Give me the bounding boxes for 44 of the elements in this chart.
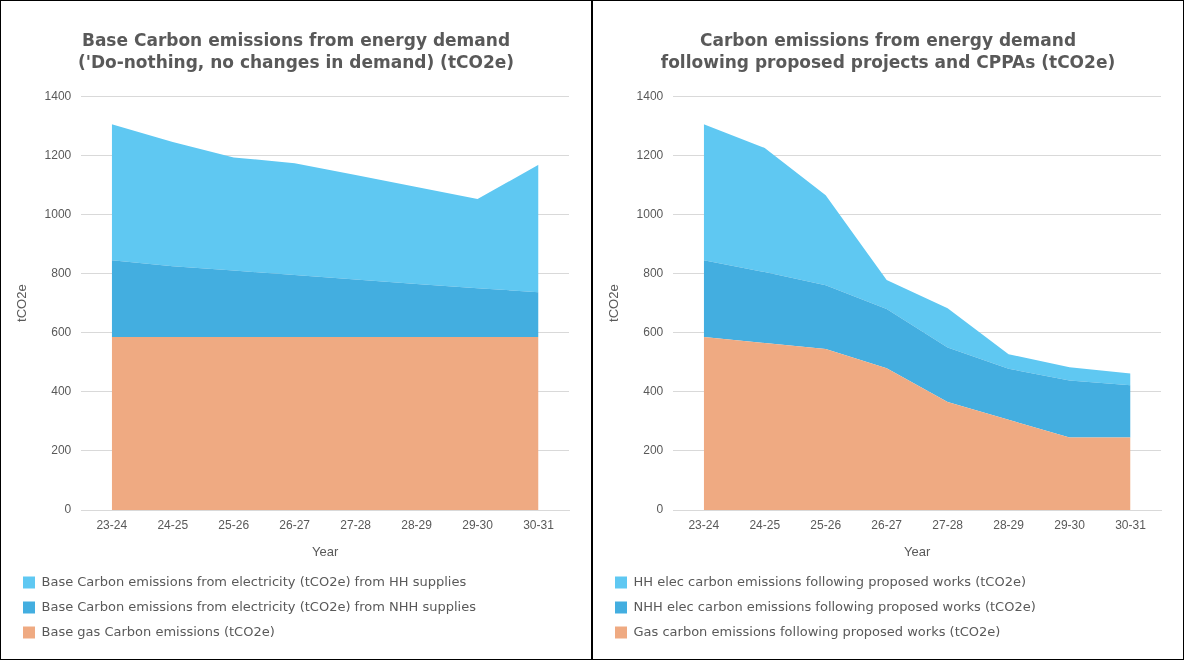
legend-label: Base Carbon emissions from electricity (tCO2e) from NHH supplies — [41, 598, 477, 614]
x-tick-label: 23-24 — [688, 517, 720, 532]
y-tick-label: 600 — [643, 324, 664, 339]
x-tick-label: 24-25 — [749, 517, 781, 532]
x-tick-label: 23-24 — [96, 517, 128, 532]
x-tick-label: 28-29 — [993, 517, 1025, 532]
x-tick-label: 28-29 — [401, 517, 433, 532]
y-tick-label: 200 — [643, 443, 664, 458]
x-tick-label: 26-27 — [279, 517, 311, 532]
y-tick-label: 1000 — [44, 206, 72, 221]
x-tick-label: 29-30 — [1054, 517, 1086, 532]
y-tick-label: 1000 — [636, 206, 664, 221]
y-tick-label: 0 — [656, 502, 664, 517]
y-axis-title: tCO2e — [606, 284, 622, 322]
y-tick-label: 400 — [51, 384, 72, 399]
x-tick-label: 24-25 — [157, 517, 189, 532]
x-tick-label: 27-28 — [340, 517, 372, 532]
legend-label: NHH elec carbon emissions following proposed works (tCO2e) — [633, 598, 1036, 614]
legend-label: HH elec carbon emissions following proposed works (tCO2e) — [633, 573, 1027, 589]
x-axis-title: Year — [312, 543, 339, 559]
x-tick-label: 26-27 — [871, 517, 903, 532]
x-axis-title: Year — [904, 543, 931, 559]
y-tick-label: 800 — [51, 265, 72, 280]
chart-title: Base Carbon emissions from energy demand ('Do-nothing, no changes in demand) (tCO2e) — [76, 29, 516, 74]
y-tick-label: 600 — [51, 324, 72, 339]
y-tick-label: 1400 — [636, 88, 664, 103]
x-tick-label: 25-26 — [218, 517, 250, 532]
x-tick-label: 30-31 — [523, 517, 555, 532]
x-tick-label: 29-30 — [462, 517, 494, 532]
y-tick-label: 200 — [51, 443, 72, 458]
y-tick-label: 800 — [643, 265, 664, 280]
y-tick-label: 1200 — [44, 147, 72, 162]
x-tick-label: 30-31 — [1115, 517, 1147, 532]
x-tick-label: 25-26 — [810, 517, 842, 532]
y-axis-title: tCO2e — [14, 284, 30, 322]
legend-label: Base Carbon emissions from electricity (tCO2e) from HH supplies — [41, 573, 467, 589]
legend-label: Gas carbon emissions following proposed works (tCO2e) — [633, 623, 1001, 639]
y-tick-label: 400 — [643, 384, 664, 399]
x-tick-label: 27-28 — [932, 517, 964, 532]
legend-label: Base gas Carbon emissions (tCO2e) — [41, 623, 275, 639]
chart-title: Carbon emissions from energy demand following proposed projects and CPPAs (tCO2e) — [659, 29, 1117, 74]
y-tick-label: 1400 — [44, 88, 72, 103]
y-tick-label: 1200 — [636, 147, 664, 162]
y-tick-label: 0 — [64, 502, 72, 517]
